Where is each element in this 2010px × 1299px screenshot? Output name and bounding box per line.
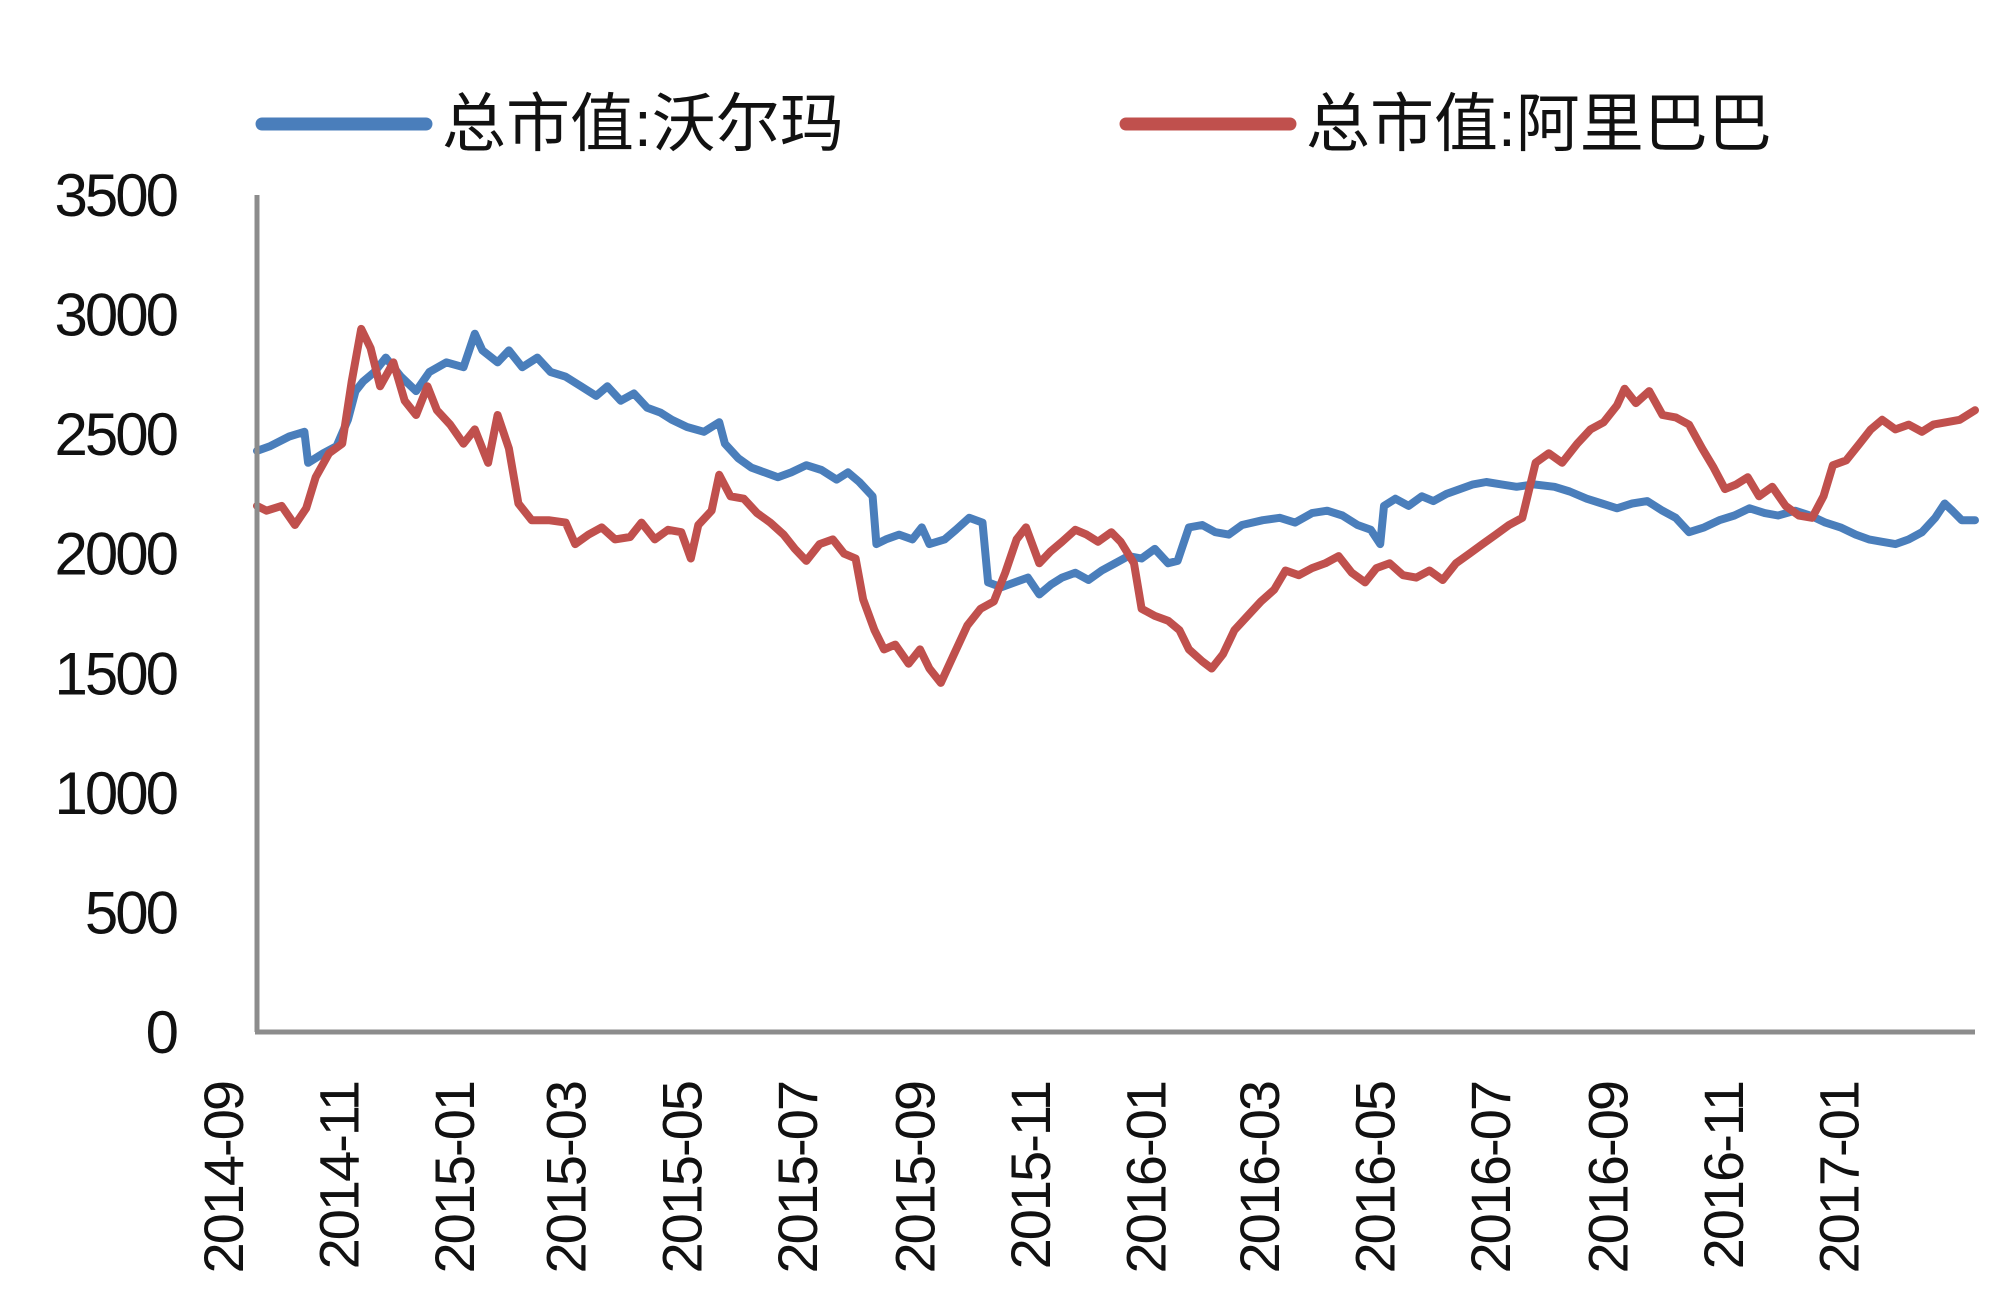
x-tick-label: 2015-01 (423, 1082, 486, 1274)
x-tick-label: 2016-09 (1577, 1082, 1640, 1274)
x-tick-label: 2015-05 (650, 1082, 713, 1274)
x-tick-label: 2015-03 (535, 1082, 598, 1274)
x-tick-label: 2015-11 (999, 1082, 1062, 1269)
x-tick-label: 2015-09 (883, 1082, 946, 1274)
legend-label-alibaba: 总市值:阿里巴巴 (1306, 88, 1772, 160)
legend-label-walmart: 总市值:沃尔玛 (442, 88, 844, 160)
y-tick-label: 3000 (55, 282, 178, 349)
x-tick-label: 2015-07 (766, 1082, 829, 1274)
x-tick-label: 2016-05 (1344, 1082, 1407, 1274)
x-axis-ticks: 2014-09 2014-11 2015-01 2015-03 2015-05 2015-… (192, 1082, 1871, 1274)
x-tick-label: 2014-09 (192, 1082, 255, 1274)
x-tick-label: 2016-11 (1692, 1082, 1755, 1269)
x-tick-label: 2016-07 (1459, 1082, 1522, 1274)
legend: 总市值:沃尔玛 总市值:阿里巴巴 (255, 88, 1772, 160)
y-tick-label: 1500 (55, 640, 178, 707)
y-axis-ticks: 3500 3000 2500 2000 1500 1000 500 0 (55, 162, 181, 1066)
series-line-walmart (253, 329, 1979, 599)
x-tick-label: 2016-01 (1114, 1082, 1177, 1274)
y-tick-label: 2000 (55, 521, 178, 588)
y-tick-label: 1000 (55, 760, 178, 827)
series-layer (253, 324, 1979, 687)
x-tick-label: 2014-11 (307, 1082, 370, 1269)
y-tick-label: 3500 (55, 162, 178, 229)
series-line-alibaba (253, 324, 1979, 687)
x-tick-label: 2017-01 (1808, 1082, 1871, 1274)
y-tick-label: 2500 (55, 401, 178, 468)
y-tick-label: 0 (146, 999, 178, 1066)
x-tick-label: 2016-03 (1228, 1082, 1291, 1274)
axes (254, 195, 1975, 1035)
y-tick-label: 500 (85, 879, 178, 946)
